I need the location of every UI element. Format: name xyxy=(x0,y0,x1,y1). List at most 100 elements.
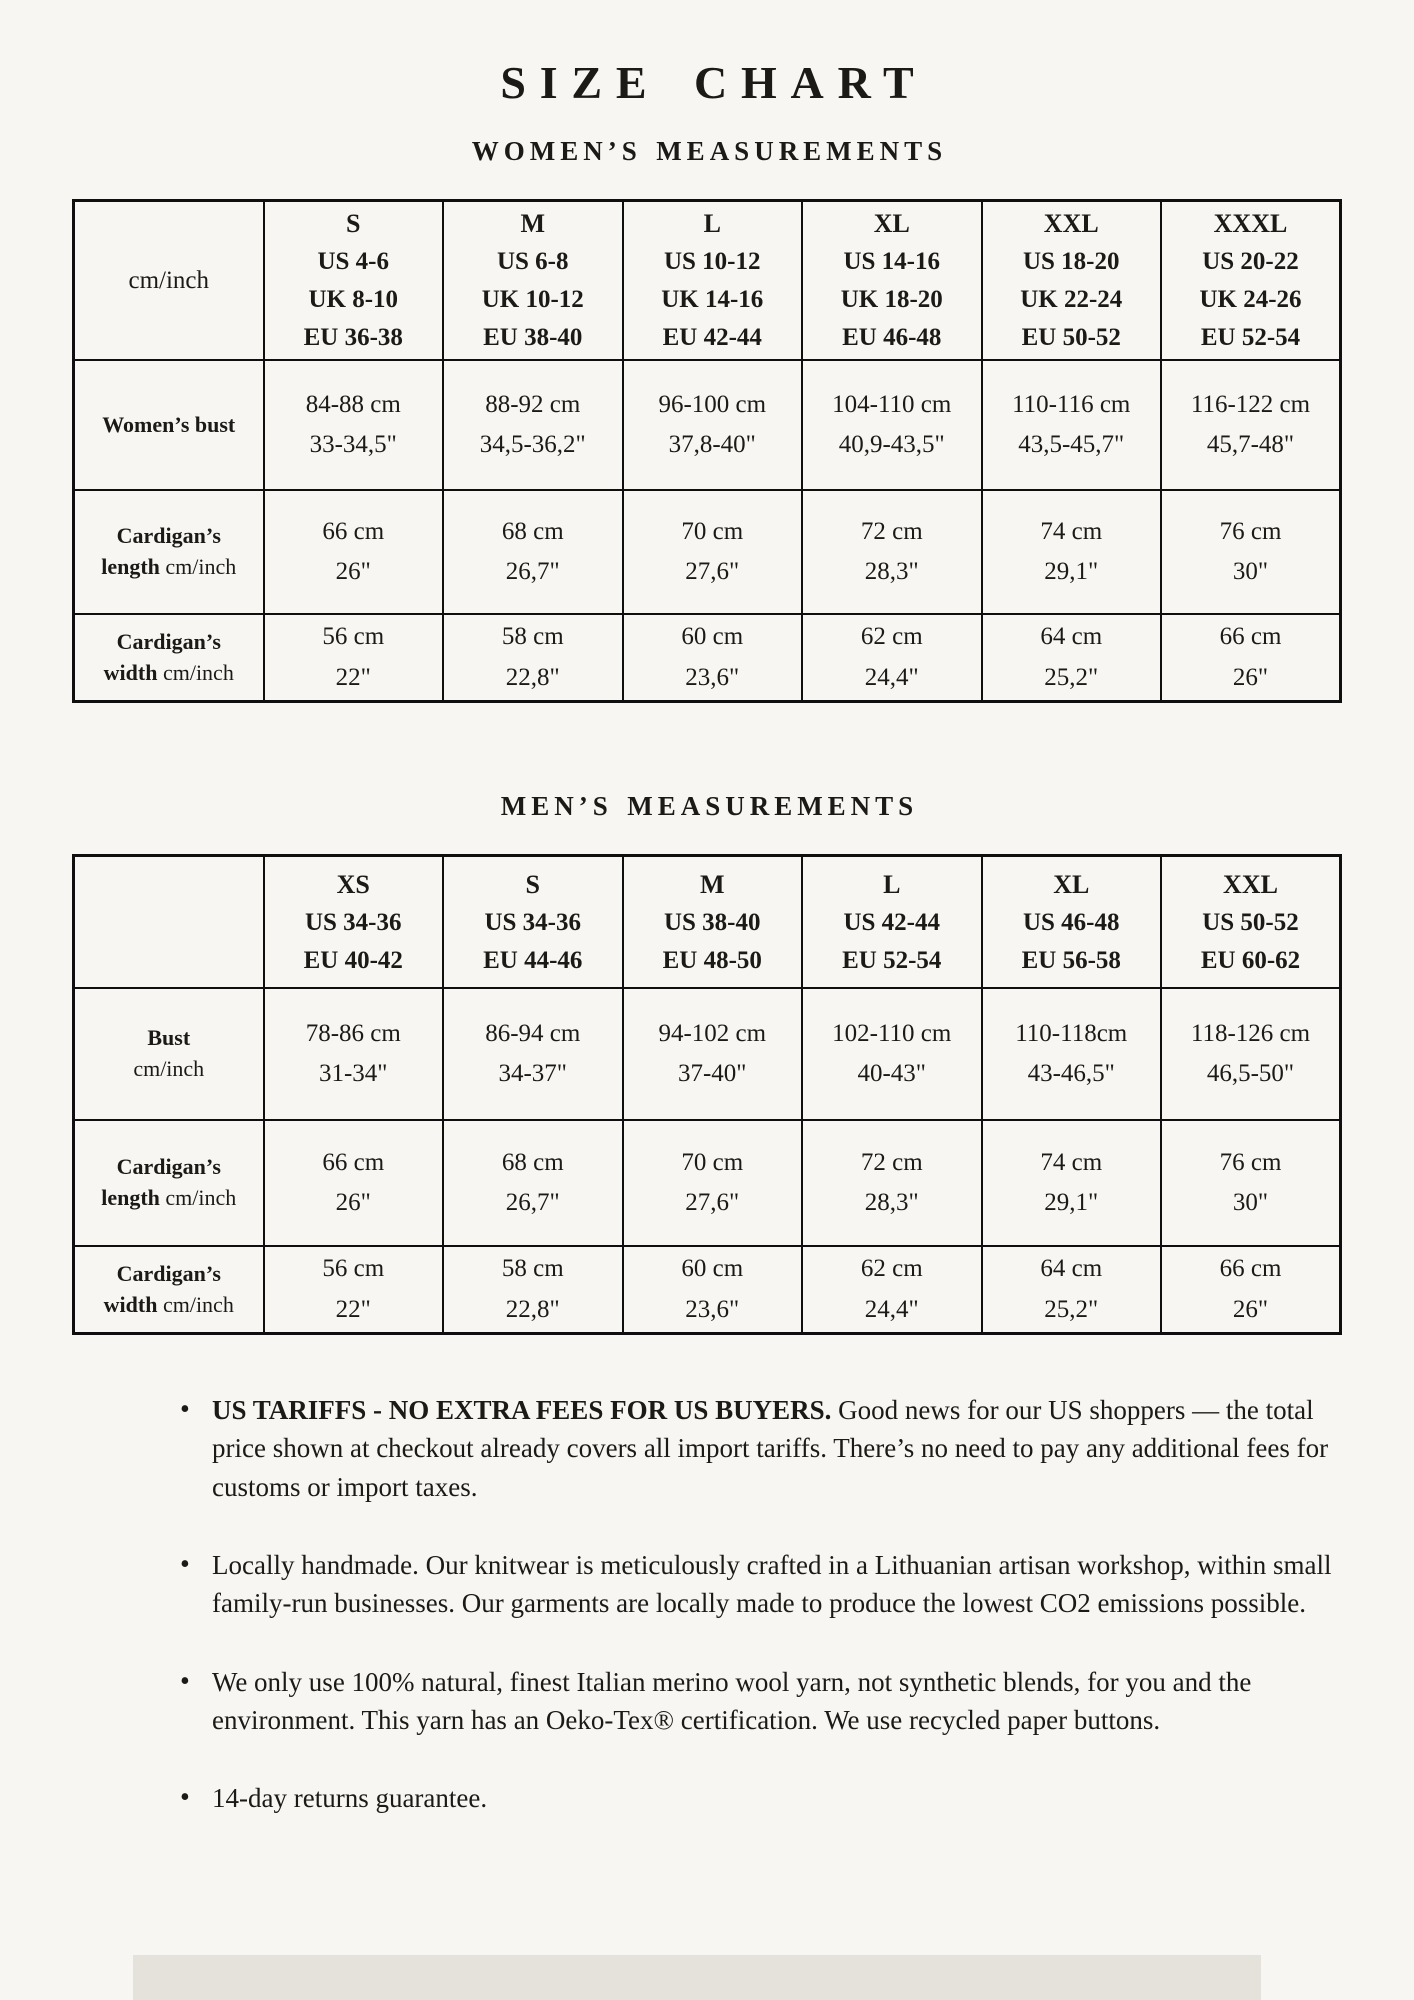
size-region-range: UK 14-16 xyxy=(661,286,764,313)
measurement-value-line: 60 cm xyxy=(681,623,744,650)
row-label-line: cm/inch xyxy=(79,1054,259,1085)
measurement-value-line: 26,7" xyxy=(505,1189,560,1216)
measurement-row-label: Cardigan’s width cm/inch xyxy=(72,1245,265,1335)
measurement-value-line: 56 cm xyxy=(322,1255,385,1282)
measurement-value-line: 72 cm xyxy=(860,1148,923,1176)
measurement-value-line: 68 cm xyxy=(501,517,564,545)
measurement-value-line: 29,1" xyxy=(1044,1189,1099,1216)
measurement-cell: 66 cm 26" xyxy=(1160,613,1342,703)
size-region-range: US 42-44 xyxy=(843,908,941,936)
measurement-row-label: Cardigan’s length cm/inch xyxy=(72,489,265,615)
row-label-line: length cm/inch xyxy=(79,1183,259,1214)
row-label-text: cm/inch xyxy=(159,554,237,579)
measurement-cell: 96-100 cm 37,8-40" xyxy=(621,359,803,491)
size-region-range: US 34-36 xyxy=(484,908,582,936)
measurement-cell: 56 cm 22" xyxy=(262,613,444,703)
measurement-cell: 110-118cm 43-46,5" xyxy=(980,987,1162,1121)
measurement-value-line: 96-100 cm xyxy=(658,390,767,418)
info-bullet: Locally handmade. Our knitwear is meticu… xyxy=(178,1545,1332,1623)
measurement-value-line: 118-126 cm xyxy=(1190,1019,1311,1047)
measurement-row: Cardigan’s width cm/inch 56 cm 22" 58 cm 22,8… xyxy=(72,1245,1342,1335)
size-name-label: M xyxy=(520,209,546,238)
size-region-range: EU 60-62 xyxy=(1200,946,1301,974)
row-label-text: cm/inch xyxy=(157,659,234,685)
size-region-range: US 38-40 xyxy=(663,908,761,936)
row-label-line: length cm/inch xyxy=(79,552,259,583)
row-label-text: Cardigan’s xyxy=(116,1260,221,1286)
measurement-value-line: 86-94 cm xyxy=(485,1019,581,1047)
measurement-value-line: 70 cm xyxy=(681,1148,744,1176)
measurement-cell: 66 cm 26" xyxy=(1160,1245,1342,1335)
size-table-header-row: XS US 34-36 EU 40-42 S US 34-36 EU 44-46 M US 3… xyxy=(72,854,1342,989)
measurement-value-line: 84-88 cm xyxy=(305,390,401,418)
size-column-header: L US 42-44 EU 52-54 xyxy=(801,854,983,989)
measurement-value-line: 22" xyxy=(335,1295,371,1323)
measurement-value-line: 72 cm xyxy=(860,517,923,545)
row-label-text: cm/inch xyxy=(133,1056,205,1081)
row-label-text: Cardigan’s xyxy=(116,628,221,654)
size-name-label: L xyxy=(883,869,901,899)
measurement-value-line: 22,8" xyxy=(505,1295,560,1323)
measurement-row: Cardigan’s length cm/inch 66 cm 26" 68 cm 26,… xyxy=(72,1119,1342,1247)
measurement-row-label: Women’s bust xyxy=(72,359,265,491)
measurement-value-line: 62 cm xyxy=(860,1255,923,1282)
size-region-range: EU 52-54 xyxy=(1200,324,1301,351)
info-bullet: We only use 100% natural, finest Italian… xyxy=(178,1662,1332,1740)
measurement-cell: 68 cm 26,7" xyxy=(442,1119,624,1247)
measurement-value-line: 78-86 cm xyxy=(305,1019,401,1047)
row-label-line: Cardigan’s xyxy=(79,627,259,658)
size-name-label: XL xyxy=(1053,869,1090,899)
measurement-value-line: 29,1" xyxy=(1044,558,1099,585)
measurement-row-label: Cardigan’s width cm/inch xyxy=(72,613,265,703)
measurement-row: Cardigan’s length cm/inch 66 cm 26" 68 cm 26,… xyxy=(72,489,1342,615)
measurement-value-line: 45,7-48" xyxy=(1206,431,1295,458)
measurement-row-label: Cardigan’s length cm/inch xyxy=(72,1119,265,1247)
measurement-value-line: 62 cm xyxy=(860,623,923,650)
measurement-value-line: 33-34,5" xyxy=(309,431,397,458)
measurement-cell: 76 cm 30" xyxy=(1160,489,1342,615)
info-bullet: 14-day returns guarantee. xyxy=(178,1778,1332,1818)
measurement-cell: 102-110 cm 40-43" xyxy=(801,987,983,1121)
size-region-range: US 18-20 xyxy=(1022,248,1120,275)
corner-cell: cm/inch xyxy=(72,199,265,361)
women-size-table: cm/inch S US 4-6 UK 8-10 EU 36-38 M US 6-8 UK 1… xyxy=(72,199,1342,703)
measurement-value-line: 110-118cm xyxy=(1015,1019,1128,1047)
measurement-value-line: 24,4" xyxy=(864,663,919,691)
row-label-text: Cardigan’s xyxy=(116,1154,221,1180)
size-column-header: XL US 14-16 UK 18-20 EU 46-48 xyxy=(801,199,983,361)
size-region-range: US 6-8 xyxy=(496,248,569,275)
size-column-header: S US 4-6 UK 8-10 EU 36-38 xyxy=(262,199,444,361)
measurement-row-label: Bust cm/inch xyxy=(72,987,265,1121)
measurement-value-line: 66 cm xyxy=(1219,623,1282,650)
size-name-label: M xyxy=(699,869,725,899)
measurement-cell: 104-110 cm 40,9-43,5" xyxy=(801,359,983,491)
row-label-text: Women’s bust xyxy=(102,411,236,437)
measurement-cell: 68 cm 26,7" xyxy=(442,489,624,615)
row-label-text: cm/inch xyxy=(159,1185,237,1210)
measurement-cell: 76 cm 30" xyxy=(1160,1119,1342,1247)
size-region-range: EU 36-38 xyxy=(303,324,403,351)
size-region-range: US 50-52 xyxy=(1202,908,1299,936)
measurement-cell: 118-126 cm 46,5-50" xyxy=(1160,987,1342,1121)
size-column-header: M US 6-8 UK 10-12 EU 38-40 xyxy=(442,199,624,361)
measurement-cell: 72 cm 28,3" xyxy=(801,1119,983,1247)
measurement-value-line: 23,6" xyxy=(685,663,740,691)
measurement-value-line: 66 cm xyxy=(322,517,385,545)
page-title: SIZE CHART xyxy=(500,57,928,108)
measurement-cell: 62 cm 24,4" xyxy=(801,1245,983,1335)
size-column-header: M US 38-40 EU 48-50 xyxy=(621,854,803,989)
size-name-label: XXL xyxy=(1223,869,1278,899)
measurement-value-line: 58 cm xyxy=(501,623,564,650)
size-region-range: UK 24-26 xyxy=(1199,286,1302,313)
measurement-cell: 60 cm 23,6" xyxy=(621,1245,803,1335)
measurement-cell: 66 cm 26" xyxy=(262,489,444,615)
measurement-value-line: 34-37" xyxy=(498,1060,568,1087)
size-region-range: EU 38-40 xyxy=(483,324,583,351)
size-region-range: US 14-16 xyxy=(843,248,941,275)
size-column-header: XS US 34-36 EU 40-42 xyxy=(262,854,444,989)
row-label-text: cm/inch xyxy=(157,1291,234,1317)
measurement-value-line: 26" xyxy=(335,558,371,585)
women-section-heading: WOMEN’S MEASUREMENTS xyxy=(471,136,948,166)
measurement-cell: 78-86 cm 31-34" xyxy=(262,987,444,1121)
